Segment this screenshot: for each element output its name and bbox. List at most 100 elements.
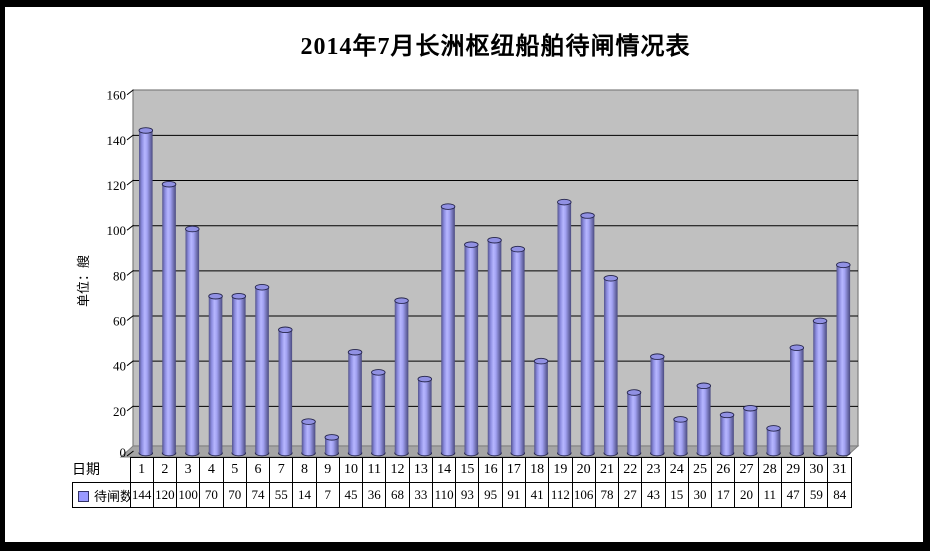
bar-day-7[interactable] (278, 326, 293, 457)
bar-body (766, 428, 781, 453)
day-cell-31: 31 (827, 457, 852, 483)
value-cell-day-21: 78 (594, 482, 620, 508)
bar-body (441, 206, 455, 453)
value-cell-day-24: 15 (664, 482, 689, 508)
y-tick-label-20: 20 (113, 404, 126, 419)
value-cell-day-1: 144 (129, 482, 154, 508)
day-cell-14: 14 (431, 457, 457, 483)
bar-day-12[interactable] (394, 297, 409, 457)
bar-top-ellipse (487, 236, 502, 244)
day-cell-20: 20 (571, 457, 596, 483)
y-tick-label-60: 60 (113, 314, 126, 329)
bar-body (650, 356, 665, 453)
value-cell-day-29: 47 (780, 482, 806, 508)
bar-day-30[interactable] (812, 317, 828, 457)
day-cell-9: 9 (315, 457, 340, 483)
bar-day-14[interactable] (440, 203, 456, 457)
value-cell-day-31: 84 (827, 482, 852, 508)
bar-top-ellipse (347, 348, 363, 356)
day-cell-24: 24 (664, 457, 689, 483)
day-cell-23: 23 (641, 457, 666, 483)
bar-body (371, 372, 386, 453)
bar-top-ellipse (836, 261, 851, 269)
bar-top-ellipse (743, 404, 758, 412)
bar-body (580, 215, 595, 453)
y-tick-100 (126, 224, 134, 231)
y-tick-120 (126, 179, 134, 186)
bar-day-28[interactable] (766, 425, 781, 457)
value-cell-day-13: 33 (408, 482, 433, 508)
bar-top-ellipse (138, 127, 154, 134)
bar-day-31[interactable] (836, 261, 851, 457)
bar-body (301, 421, 316, 453)
bar-day-9[interactable] (324, 434, 340, 457)
bar-body (255, 287, 269, 453)
series-name-label: 待闸数 (94, 488, 130, 504)
y-tick-label-100: 100 (107, 223, 127, 238)
bar-body (162, 184, 176, 453)
bar-top-ellipse (557, 198, 572, 206)
day-cell-13: 13 (408, 457, 433, 483)
value-cell-day-5: 70 (222, 482, 247, 508)
y-tick-80 (126, 269, 134, 276)
bar-day-25[interactable] (696, 382, 712, 457)
bar-day-18[interactable] (533, 357, 549, 457)
bar-body (487, 240, 502, 453)
bar-day-4[interactable] (208, 292, 223, 457)
bar-day-2[interactable] (161, 180, 177, 457)
bar-day-17[interactable] (510, 245, 526, 457)
y-tick-label-80: 80 (113, 268, 126, 283)
bar-top-ellipse (696, 382, 712, 390)
bar-day-10[interactable] (347, 348, 363, 457)
day-cell-2: 2 (152, 457, 178, 483)
bar-top-ellipse (371, 369, 386, 376)
day-cell-19: 19 (548, 457, 573, 483)
day-cell-17: 17 (501, 457, 527, 483)
bar-day-13[interactable] (417, 375, 433, 457)
y-tick-40 (126, 360, 134, 367)
bar-day-3[interactable] (185, 225, 200, 457)
bar-day-20[interactable] (580, 212, 595, 457)
legend-cell: 待闸数 (72, 482, 131, 508)
y-tick-140 (126, 134, 134, 141)
bar-day-16[interactable] (487, 236, 502, 457)
bar-body (604, 278, 618, 453)
bar-top-ellipse (394, 297, 409, 304)
bar-day-11[interactable] (371, 369, 386, 457)
bar-day-1[interactable] (138, 127, 154, 457)
bar-body (534, 361, 548, 453)
bar-top-ellipse (673, 416, 688, 423)
bar-body (232, 296, 246, 453)
day-cell-4: 4 (199, 457, 224, 483)
y-tick-label-140: 140 (107, 133, 127, 148)
y-tick-label-160: 160 (107, 88, 127, 103)
day-cell-28: 28 (757, 457, 782, 483)
day-cell-18: 18 (525, 457, 550, 483)
bar-day-26[interactable] (719, 411, 735, 457)
bar-day-24[interactable] (673, 416, 688, 457)
y-tick-20 (126, 405, 134, 412)
bar-day-27[interactable] (743, 404, 758, 457)
x-axis-title: 日期 (72, 463, 100, 478)
value-cell-day-11: 36 (362, 482, 387, 508)
value-cell-day-7: 55 (269, 482, 294, 508)
bar-day-22[interactable] (626, 389, 642, 457)
bar-day-21[interactable] (603, 275, 619, 457)
day-cell-5: 5 (222, 457, 247, 483)
bar-body (673, 419, 688, 453)
bar-day-5[interactable] (231, 292, 247, 457)
bar-day-6[interactable] (254, 283, 270, 457)
value-cell-day-2: 120 (152, 482, 178, 508)
bar-day-23[interactable] (650, 353, 665, 457)
data-table-series-row: 待闸数 144 120 100 70 70 74 55 14 7 45 36 68 33 110 93 95 9… (72, 482, 852, 508)
bar-top-ellipse (650, 353, 665, 360)
chart-data-table: 1 2 3 4 5 6 7 8 9 10 11 12 13 14 15 16 17 18 19 20 21 22 23 24 2… (72, 457, 852, 508)
bar-day-19[interactable] (557, 198, 572, 457)
y-tick-160 (126, 89, 134, 96)
bar-day-15[interactable] (464, 241, 479, 457)
bar-day-29[interactable] (789, 344, 805, 457)
value-cell-day-15: 93 (455, 482, 480, 508)
bar-body (348, 352, 362, 453)
bar-day-8[interactable] (301, 418, 316, 457)
